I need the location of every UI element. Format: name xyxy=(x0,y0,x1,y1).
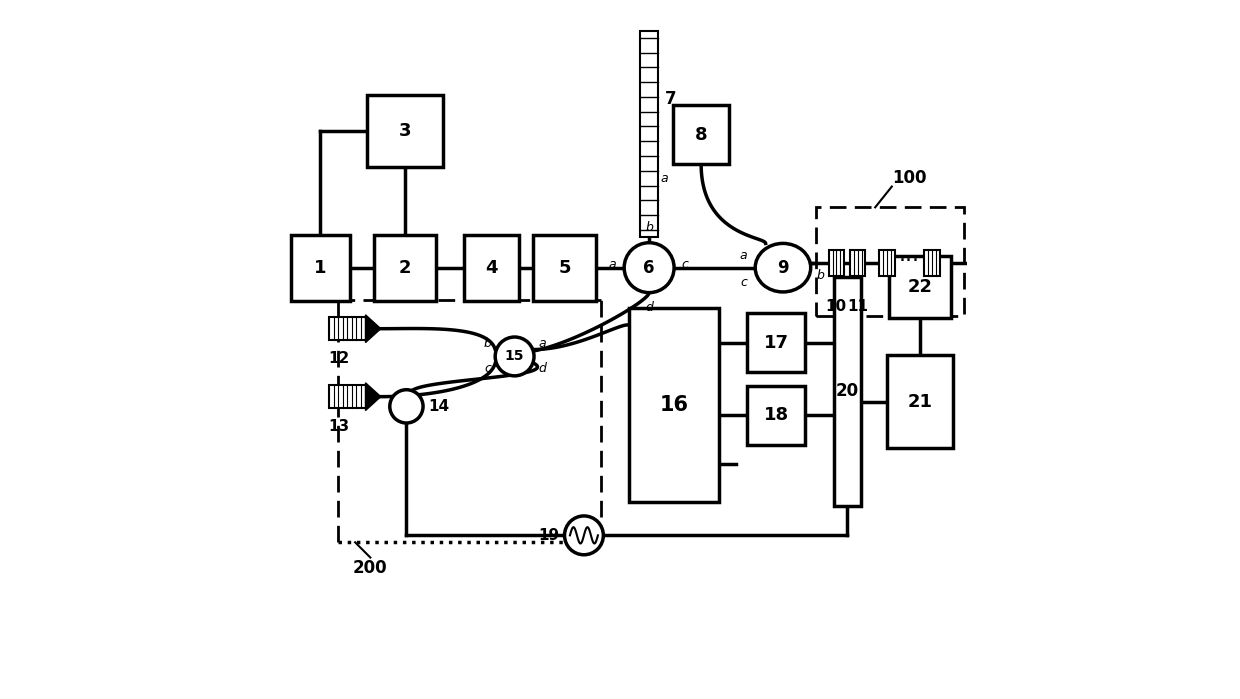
Bar xyxy=(330,317,366,340)
Text: 19: 19 xyxy=(538,528,559,543)
Text: 2: 2 xyxy=(399,259,412,277)
Text: c: c xyxy=(740,276,746,289)
FancyBboxPatch shape xyxy=(746,313,806,372)
Text: c: c xyxy=(681,259,688,271)
Bar xyxy=(925,250,940,276)
FancyBboxPatch shape xyxy=(629,308,719,502)
Circle shape xyxy=(564,516,604,555)
Text: 21: 21 xyxy=(908,393,932,410)
FancyBboxPatch shape xyxy=(373,235,436,301)
Text: a: a xyxy=(739,249,746,261)
Text: a: a xyxy=(538,338,546,350)
FancyBboxPatch shape xyxy=(835,277,861,505)
Text: 11: 11 xyxy=(847,299,868,314)
Text: 12: 12 xyxy=(329,351,350,366)
Text: 20: 20 xyxy=(836,382,859,400)
Text: 200: 200 xyxy=(353,559,388,577)
Circle shape xyxy=(495,337,534,376)
Text: 8: 8 xyxy=(694,126,708,143)
FancyBboxPatch shape xyxy=(367,94,443,168)
FancyBboxPatch shape xyxy=(889,256,951,318)
Bar xyxy=(879,250,894,276)
Bar xyxy=(851,250,866,276)
Bar xyxy=(330,385,366,408)
FancyBboxPatch shape xyxy=(888,354,954,448)
Bar xyxy=(816,208,963,316)
Text: c: c xyxy=(484,362,491,375)
Text: 3: 3 xyxy=(399,122,412,140)
Text: 16: 16 xyxy=(660,395,688,415)
Polygon shape xyxy=(366,383,381,410)
Text: 15: 15 xyxy=(505,350,525,363)
Polygon shape xyxy=(366,315,381,343)
Text: 14: 14 xyxy=(429,399,450,414)
FancyBboxPatch shape xyxy=(464,235,520,301)
FancyBboxPatch shape xyxy=(746,386,806,445)
Text: b: b xyxy=(645,222,653,234)
Text: 6: 6 xyxy=(644,259,655,277)
Ellipse shape xyxy=(755,243,811,292)
Text: 17: 17 xyxy=(764,333,789,352)
FancyBboxPatch shape xyxy=(291,235,350,301)
Circle shape xyxy=(624,243,675,293)
Text: b: b xyxy=(484,338,491,350)
Text: a: a xyxy=(608,259,616,271)
FancyBboxPatch shape xyxy=(673,105,729,164)
Text: 4: 4 xyxy=(486,259,498,277)
Bar xyxy=(828,250,844,276)
Text: 100: 100 xyxy=(892,168,926,187)
Text: ···: ··· xyxy=(899,252,920,271)
Bar xyxy=(640,31,658,237)
Circle shape xyxy=(389,390,423,423)
Text: 5: 5 xyxy=(558,259,570,277)
Text: 7: 7 xyxy=(665,90,676,108)
Text: d: d xyxy=(538,362,546,375)
Text: 10: 10 xyxy=(826,299,847,314)
Text: 9: 9 xyxy=(777,259,789,277)
FancyBboxPatch shape xyxy=(533,235,595,301)
Text: 22: 22 xyxy=(908,278,932,296)
Text: 13: 13 xyxy=(329,419,350,434)
Text: d: d xyxy=(645,301,653,314)
Text: a: a xyxy=(660,173,668,185)
Text: b: b xyxy=(816,270,825,282)
Text: 1: 1 xyxy=(314,259,326,277)
Text: 18: 18 xyxy=(764,406,789,424)
